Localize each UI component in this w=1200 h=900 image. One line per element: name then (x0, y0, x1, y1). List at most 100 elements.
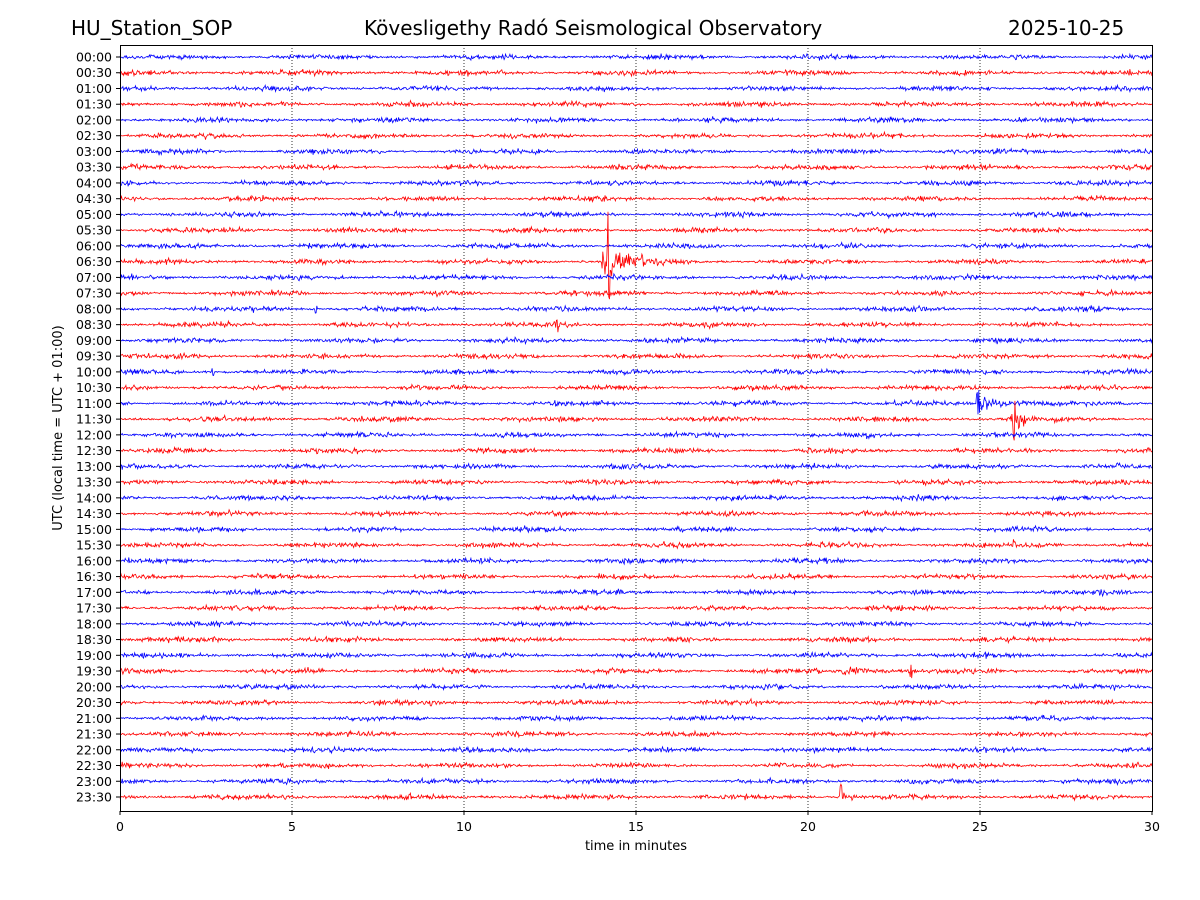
trace-0200 (119, 115, 1153, 125)
y-tick-label: 23:00 (76, 774, 112, 789)
traces (119, 52, 1153, 802)
y-tick-label: 20:30 (76, 695, 112, 710)
trace-1530 (119, 539, 1153, 550)
y-tick-label: 03:00 (76, 144, 112, 159)
trace-0230 (119, 130, 1153, 140)
y-tick-label: 17:00 (76, 585, 112, 600)
trace-2300 (119, 776, 1153, 786)
x-tick-label: 15 (628, 819, 644, 834)
grid-lines (291, 45, 981, 811)
x-axis-label: time in minutes (585, 839, 687, 854)
plot-frame (120, 45, 1153, 812)
y-tick-label: 06:00 (76, 238, 112, 253)
x-tick-label: 5 (288, 819, 296, 834)
y-tick-label: 12:00 (76, 427, 112, 442)
y-tick-label: 13:00 (76, 459, 112, 474)
y-tick-label: 15:30 (76, 538, 112, 553)
y-tick-label: 06:30 (76, 254, 112, 269)
y-tick-label: 19:30 (76, 664, 112, 679)
y-tick-label: 20:00 (76, 679, 112, 694)
trace-0600 (119, 241, 1153, 250)
y-tick-label: 23:30 (76, 790, 112, 805)
trace-2000 (119, 682, 1153, 692)
trace-0430 (119, 194, 1153, 204)
y-tick-label: 16:30 (76, 569, 112, 584)
trace-0330 (119, 162, 1153, 172)
y-tick-label: 05:00 (76, 207, 112, 222)
trace-2100 (119, 714, 1153, 723)
trace-2200 (119, 745, 1153, 755)
y-tick-label: 19:00 (76, 648, 112, 663)
trace-1800 (119, 619, 1153, 629)
trace-2230 (119, 761, 1153, 770)
y-tick-label: 05:30 (76, 223, 112, 238)
y-tick-label: 02:30 (76, 128, 112, 143)
trace-1500 (119, 524, 1153, 534)
trace-2130 (119, 729, 1153, 739)
trace-0900 (119, 335, 1153, 346)
trace-1600 (119, 556, 1153, 566)
y-tick-label: 21:00 (76, 711, 112, 726)
date-label: 2025-10-25 (1008, 16, 1125, 40)
y-tick-label: 07:30 (76, 286, 112, 301)
y-tick-label: 02:00 (76, 112, 112, 127)
trace-1200 (119, 430, 1153, 440)
y-tick-label: 21:30 (76, 727, 112, 742)
trace-0400 (119, 179, 1153, 188)
y-axis-label: UTC (local time = UTC + 01:00) (51, 325, 66, 530)
trace-1330 (119, 478, 1153, 487)
y-tick-label: 16:00 (76, 553, 112, 568)
y-tick-label: 07:00 (76, 270, 112, 285)
trace-1830 (119, 635, 1153, 645)
y-tick-label: 09:00 (76, 333, 112, 348)
trace-0530 (119, 225, 1153, 235)
trace-1730 (119, 603, 1153, 613)
y-tick-label: 18:00 (76, 616, 112, 631)
trace-1430 (119, 508, 1153, 519)
trace-0700 (119, 272, 1153, 282)
trace-0300 (119, 147, 1153, 156)
y-tick-label: 13:30 (76, 475, 112, 490)
trace-1230 (119, 445, 1153, 455)
y-tick-label: 14:30 (76, 506, 112, 521)
y-tick-label: 04:00 (76, 175, 112, 190)
station-label: HU_Station_SOP (71, 16, 233, 40)
x-tick-label: 20 (800, 819, 816, 834)
x-tick-label: 30 (1144, 819, 1160, 834)
trace-1130 (119, 400, 1153, 441)
y-tick-labels: 00:0000:3001:0001:3002:0002:3003:0003:30… (76, 50, 120, 805)
y-tick-label: 12:30 (76, 443, 112, 458)
trace-0130 (119, 99, 1153, 109)
y-tick-label: 17:30 (76, 601, 112, 616)
y-tick-label: 09:30 (76, 349, 112, 364)
y-tick-label: 04:30 (76, 191, 112, 206)
y-tick-label: 01:00 (76, 81, 112, 96)
x-tick-label: 25 (972, 819, 988, 834)
y-tick-label: 18:30 (76, 632, 112, 647)
y-tick-label: 00:00 (76, 50, 112, 65)
trace-1900 (119, 650, 1153, 660)
trace-0730 (119, 288, 1153, 298)
y-tick-label: 22:30 (76, 758, 112, 773)
trace-2330 (119, 783, 1153, 802)
chart-title: Kövesligethy Radó Seismological Observat… (364, 16, 823, 40)
y-tick-label: 08:00 (76, 301, 112, 316)
x-tick-labels: 0 5 10 15 20 25 30 (116, 811, 1160, 834)
y-tick-label: 14:00 (76, 490, 112, 505)
y-tick-label: 10:30 (76, 380, 112, 395)
y-tick-label: 11:00 (76, 396, 112, 411)
x-tick-label: 10 (456, 819, 472, 834)
trace-0000 (119, 52, 1153, 62)
y-tick-label: 01:30 (76, 97, 112, 112)
y-tick-label: 10:00 (76, 364, 112, 379)
trace-0800 (119, 304, 1152, 314)
y-tick-label: 08:30 (76, 317, 112, 332)
trace-1400 (119, 493, 1153, 503)
y-tick-label: 22:00 (76, 742, 112, 757)
trace-0500 (119, 209, 1152, 220)
trace-1930 (119, 664, 1153, 679)
y-tick-label: 15:00 (76, 522, 112, 537)
trace-0830 (119, 319, 1153, 333)
trace-0630 (119, 211, 1153, 300)
